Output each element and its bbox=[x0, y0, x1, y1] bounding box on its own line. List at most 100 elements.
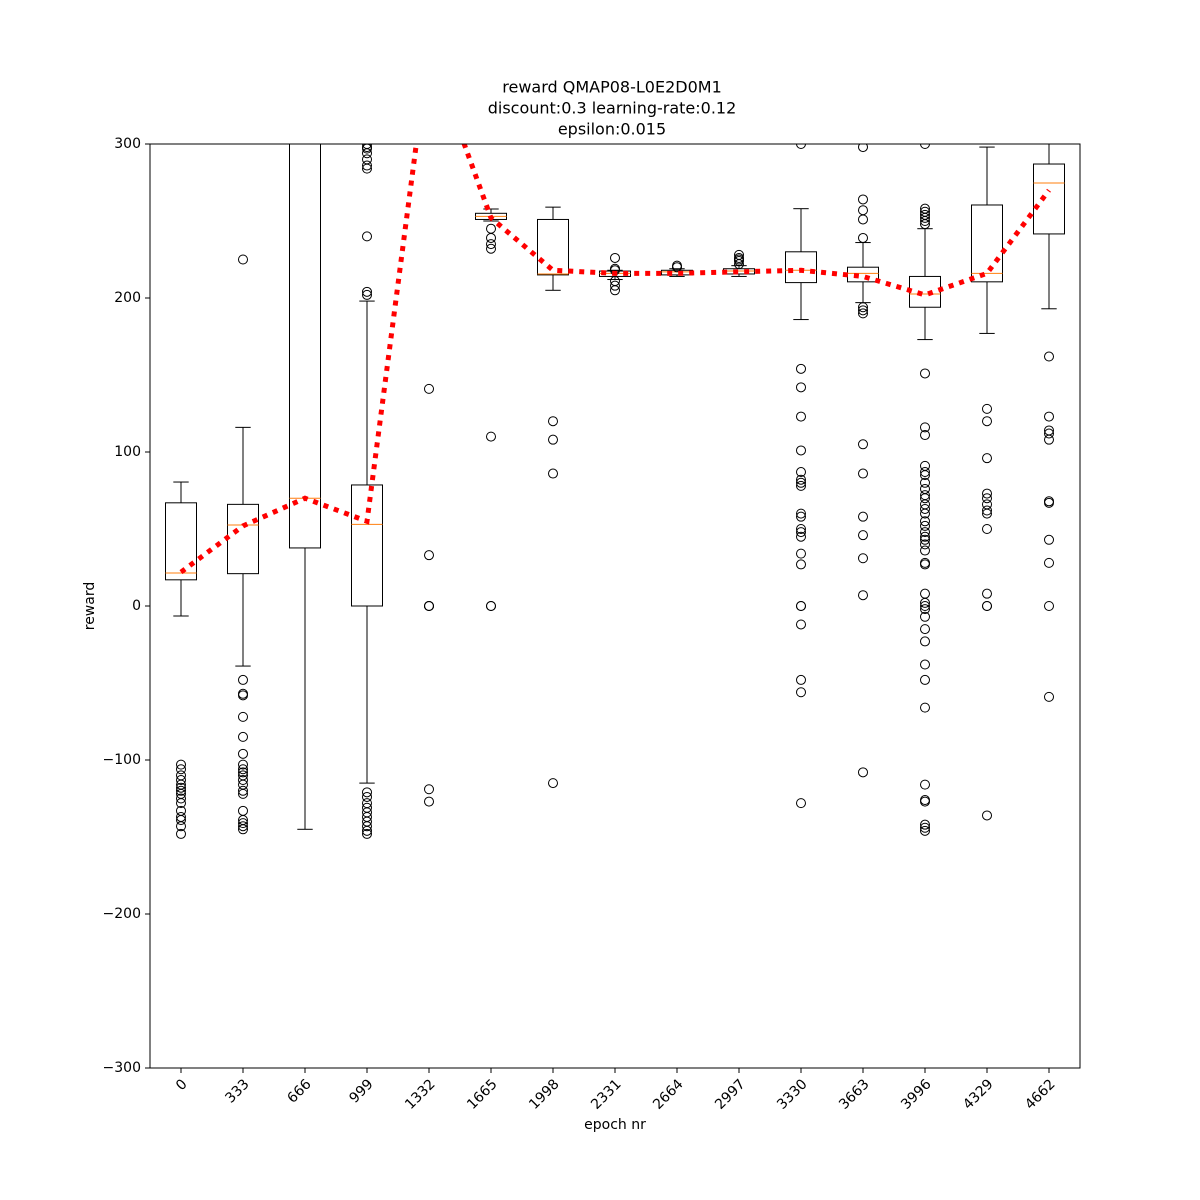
outlier bbox=[610, 252, 620, 263]
outlier bbox=[920, 516, 930, 527]
outlier bbox=[858, 302, 868, 313]
outlier bbox=[982, 524, 992, 534]
outlier bbox=[796, 382, 806, 393]
outlier bbox=[796, 480, 806, 491]
outlier bbox=[796, 601, 806, 611]
outlier bbox=[982, 403, 992, 414]
outlier bbox=[238, 748, 248, 759]
outlier bbox=[796, 511, 806, 522]
box bbox=[351, 484, 383, 607]
outlier bbox=[672, 260, 682, 271]
box bbox=[1033, 163, 1065, 235]
outlier bbox=[858, 468, 868, 479]
y-tick-label: −100 bbox=[103, 752, 141, 768]
outlier bbox=[920, 470, 930, 481]
outlier bbox=[362, 286, 372, 297]
outlier bbox=[858, 511, 868, 522]
outlier bbox=[486, 243, 496, 254]
outlier bbox=[920, 212, 930, 223]
outlier bbox=[920, 520, 930, 531]
outlier bbox=[238, 690, 248, 701]
outlier bbox=[920, 531, 930, 542]
outlier bbox=[796, 144, 806, 149]
outlier bbox=[176, 815, 186, 826]
outlier bbox=[920, 430, 930, 441]
outlier bbox=[424, 550, 434, 561]
outlier bbox=[920, 636, 930, 647]
outlier bbox=[424, 784, 434, 795]
y-axis-label: reward bbox=[82, 582, 98, 631]
outlier bbox=[1044, 428, 1054, 439]
outlier bbox=[362, 821, 372, 832]
outlier bbox=[796, 477, 806, 488]
y-tick-label: −300 bbox=[103, 1060, 141, 1076]
outlier bbox=[858, 305, 868, 316]
outlier bbox=[1044, 534, 1054, 545]
outlier bbox=[1044, 434, 1054, 445]
outlier bbox=[176, 798, 186, 809]
outlier bbox=[796, 474, 806, 485]
outlier bbox=[796, 619, 806, 630]
outlier bbox=[982, 505, 992, 516]
outlier bbox=[176, 828, 186, 839]
outlier bbox=[796, 508, 806, 519]
outlier bbox=[920, 219, 930, 230]
outlier bbox=[920, 822, 930, 833]
outlier bbox=[920, 368, 930, 379]
outlier bbox=[238, 818, 248, 829]
outlier bbox=[176, 759, 186, 770]
outlier bbox=[238, 711, 248, 722]
y-tick-label: 0 bbox=[132, 598, 141, 614]
outlier bbox=[982, 493, 992, 504]
outlier bbox=[734, 254, 744, 265]
outlier bbox=[920, 467, 930, 478]
outlier bbox=[362, 825, 372, 836]
outlier bbox=[238, 731, 248, 742]
x-axis-label: epoch nr bbox=[584, 1117, 646, 1133]
outlier bbox=[548, 468, 558, 479]
outlier bbox=[548, 434, 558, 445]
outlier bbox=[982, 488, 992, 499]
outlier bbox=[486, 601, 496, 611]
mean-line bbox=[179, 144, 1052, 575]
outlier bbox=[238, 775, 248, 786]
outlier bbox=[920, 493, 930, 504]
outlier bbox=[1044, 557, 1054, 568]
chart-title: discount:0.3 learning-rate:0.12 bbox=[488, 99, 737, 118]
outlier bbox=[796, 445, 806, 456]
outlier bbox=[920, 508, 930, 519]
outlier bbox=[176, 793, 186, 804]
outlier bbox=[920, 611, 930, 622]
outlier bbox=[362, 144, 372, 149]
outlier bbox=[1044, 411, 1054, 422]
outlier bbox=[796, 674, 806, 685]
outlier bbox=[920, 624, 930, 635]
outlier bbox=[920, 779, 930, 790]
outlier bbox=[486, 431, 496, 442]
outlier bbox=[920, 659, 930, 670]
outlier bbox=[1044, 691, 1054, 702]
outlier bbox=[362, 160, 372, 171]
outlier bbox=[920, 216, 930, 226]
outlier bbox=[238, 767, 248, 778]
y-tick-label: 100 bbox=[114, 444, 141, 460]
outlier bbox=[238, 764, 248, 775]
outlier bbox=[920, 539, 930, 550]
outlier bbox=[982, 508, 992, 519]
outlier bbox=[982, 588, 992, 599]
outlier bbox=[176, 775, 186, 786]
y-tick-label: −200 bbox=[103, 906, 141, 922]
outlier bbox=[858, 553, 868, 564]
outlier bbox=[486, 239, 496, 250]
outlier bbox=[858, 214, 868, 225]
outlier bbox=[920, 674, 930, 685]
outlier bbox=[362, 154, 372, 165]
outlier bbox=[796, 548, 806, 559]
box bbox=[289, 144, 321, 549]
plot-area bbox=[165, 144, 1065, 839]
outlier bbox=[920, 601, 930, 611]
outlier bbox=[920, 144, 930, 149]
outlier bbox=[982, 810, 992, 821]
outlier bbox=[362, 787, 372, 798]
